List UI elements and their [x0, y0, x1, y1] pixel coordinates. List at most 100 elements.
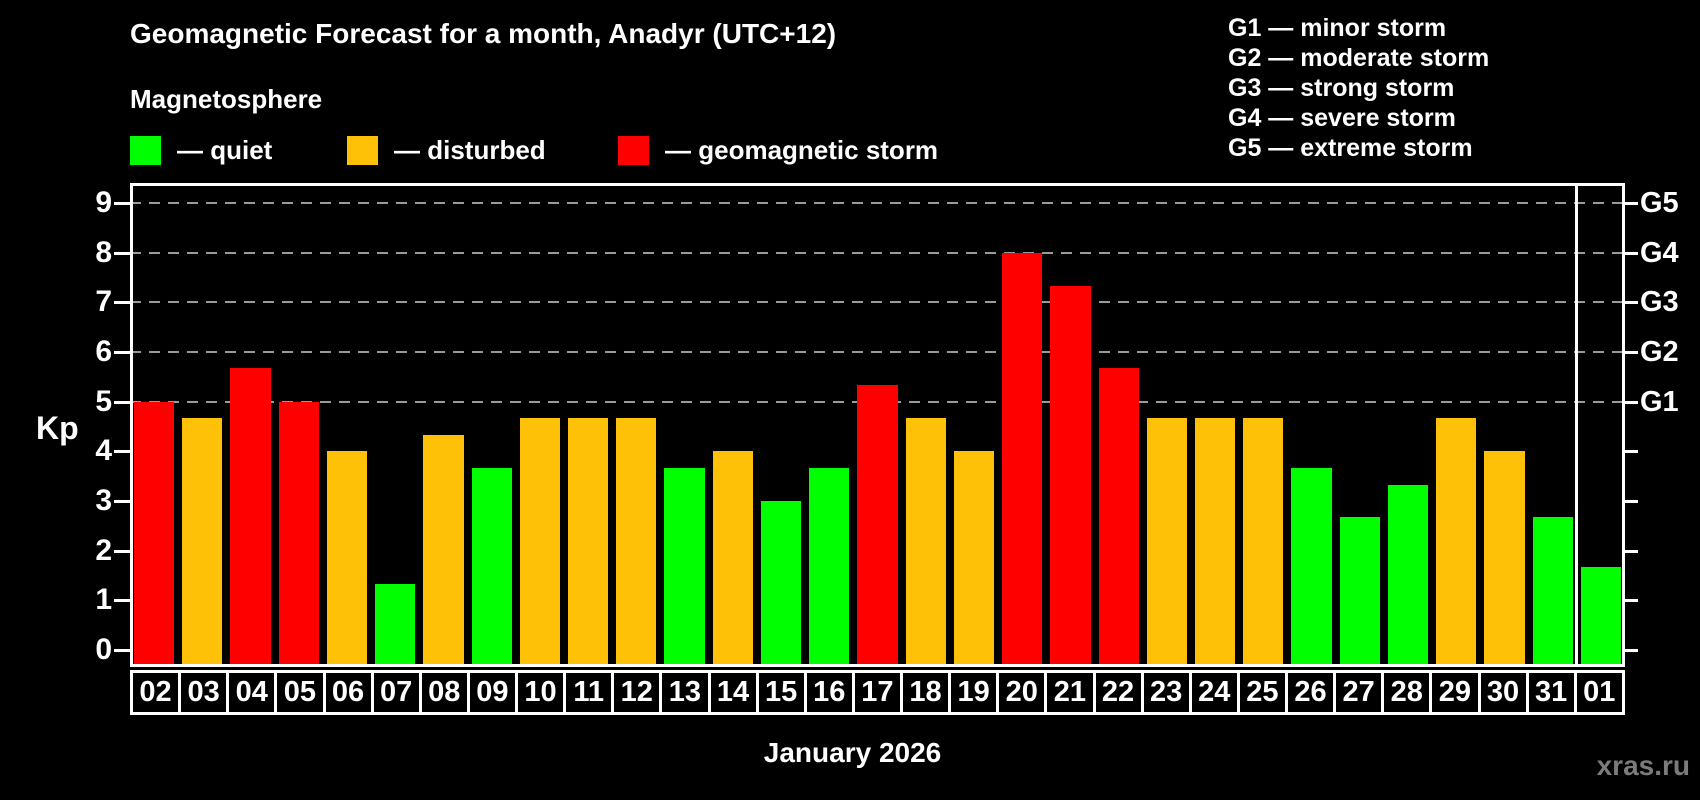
bar-day-28	[1387, 484, 1429, 667]
g-scale-legend: G1 — minor storm G2 — moderate storm G3 …	[1228, 13, 1489, 163]
g4-legend-line: G4 — severe storm	[1228, 104, 1456, 132]
bar-day-21	[1050, 285, 1091, 667]
y-tick-right-9	[1625, 201, 1638, 205]
x-axis-day-labels: 02 03 04 05 06 07 08 09 10 11 12 13 14 15 16 17 18 19 20 21…	[130, 670, 1625, 715]
month-separator	[1575, 183, 1579, 667]
x-axis-title: January 2026	[763, 737, 942, 768]
legend-label-disturbed: — disturbed	[394, 134, 546, 165]
subtitle-magnetosphere: Magnetosphere	[130, 84, 323, 114]
day-label-11: 11	[563, 670, 615, 715]
bar-day-15	[760, 501, 802, 667]
day-label-04: 04	[226, 670, 278, 715]
gridline-kp7	[130, 301, 1625, 304]
disturbed-swatch-icon	[347, 135, 378, 165]
day-label-28: 28	[1381, 670, 1433, 715]
legend-label-storm: — geomagnetic storm	[665, 134, 939, 165]
bar-day-30	[1484, 451, 1525, 667]
right-axis-label-g2: G2	[1640, 335, 1679, 368]
page-title: Geomagnetic Forecast for a month, Anadyr…	[130, 18, 837, 49]
bar-day-24	[1194, 418, 1236, 667]
legend-item-disturbed: — disturbed	[347, 134, 546, 166]
gridline-kp9	[130, 201, 1625, 204]
y-tick-left-8	[114, 251, 130, 255]
day-label-29: 29	[1429, 670, 1481, 715]
bar-day-23	[1146, 418, 1187, 667]
y-tick-left-4	[114, 450, 130, 454]
day-label-06: 06	[322, 670, 374, 715]
y-tick-label-5: 5	[95, 384, 112, 418]
y-axis-title-kp: Kp	[36, 410, 79, 446]
bar-day-19	[953, 451, 995, 667]
bar-day-31	[1532, 517, 1573, 667]
y-tick-left-9	[114, 201, 130, 205]
y-tick-label-9: 9	[95, 185, 112, 219]
bar-day-10	[519, 418, 561, 667]
day-label-10: 10	[515, 670, 567, 715]
bar-day-07	[375, 583, 416, 667]
bar-day-18	[905, 418, 946, 667]
day-label-24: 24	[1188, 670, 1240, 715]
y-tick-label-2: 2	[95, 533, 112, 567]
y-tick-right-5	[1625, 400, 1638, 404]
bar-day-26	[1291, 467, 1332, 667]
y-tick-right-6	[1625, 350, 1638, 354]
right-axis-label-g5: G5	[1640, 186, 1679, 219]
bar-day-29	[1436, 418, 1477, 667]
day-label-08: 08	[418, 670, 470, 715]
g5-legend-line: G5 — extreme storm	[1228, 134, 1473, 162]
day-label-14: 14	[707, 670, 759, 715]
legend-item-storm: — geomagnetic storm	[618, 134, 938, 166]
y-tick-label-3: 3	[95, 483, 112, 517]
y-tick-label-1: 1	[95, 583, 112, 617]
bar-day-02	[134, 401, 175, 667]
y-tick-label-4: 4	[95, 434, 112, 468]
bar-day-13	[664, 467, 705, 667]
y-tick-right-8	[1625, 251, 1638, 255]
day-label-30: 30	[1477, 670, 1529, 715]
bar-day-17	[857, 385, 898, 667]
day-label-01: 01	[1573, 670, 1625, 715]
right-axis-label-g1: G1	[1640, 385, 1679, 418]
day-label-31: 31	[1525, 670, 1577, 715]
storm-swatch-icon	[618, 135, 649, 165]
y-tick-left-7	[114, 301, 130, 305]
y-tick-left-6	[114, 350, 130, 354]
day-label-15: 15	[755, 670, 807, 715]
bar-day-04	[230, 368, 271, 667]
gridline-kp6	[130, 350, 1625, 353]
day-label-17: 17	[851, 670, 903, 715]
quiet-swatch-icon	[130, 135, 161, 165]
day-label-23: 23	[1140, 670, 1192, 715]
bar-day-11	[568, 418, 609, 667]
y-tick-label-8: 8	[95, 235, 112, 269]
day-label-13: 13	[659, 670, 711, 715]
day-label-18: 18	[900, 670, 952, 715]
y-tick-right-3	[1625, 499, 1638, 503]
bar-day-25	[1243, 418, 1284, 667]
g2-legend-line: G2 — moderate storm	[1228, 44, 1490, 72]
y-tick-right-7	[1625, 301, 1638, 305]
legend-label-quiet: — quiet	[177, 134, 273, 165]
day-label-19: 19	[948, 670, 1000, 715]
watermark-link[interactable]: xras.ru	[1596, 750, 1690, 781]
y-tick-right-2	[1625, 549, 1638, 553]
day-label-03: 03	[178, 670, 230, 715]
day-label-07: 07	[370, 670, 422, 715]
bar-day-16	[809, 467, 850, 667]
day-label-05: 05	[274, 670, 326, 715]
y-tick-label-7: 7	[95, 285, 112, 319]
y-tick-right-1	[1625, 599, 1638, 603]
right-axis-label-g4: G4	[1640, 236, 1679, 269]
day-label-09: 09	[466, 670, 518, 715]
right-axis-label-g3: G3	[1640, 286, 1679, 319]
day-label-25: 25	[1236, 670, 1288, 715]
y-tick-label-6: 6	[95, 334, 112, 368]
g3-legend-line: G3 — strong storm	[1228, 74, 1455, 102]
bar-day-14	[712, 451, 753, 667]
y-tick-label-0: 0	[95, 633, 112, 666]
day-label-02: 02	[130, 670, 182, 715]
bar-day-05	[278, 401, 319, 667]
day-label-12: 12	[611, 670, 663, 715]
